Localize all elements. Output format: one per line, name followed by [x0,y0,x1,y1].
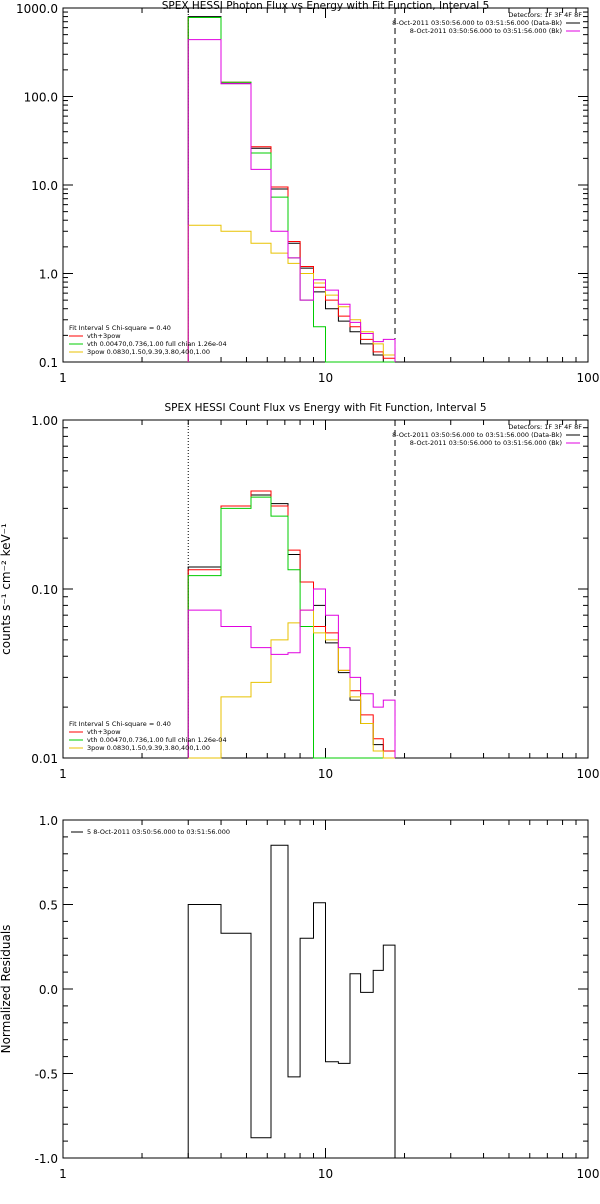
legend-entry: vth 0.00470,0.736,1.00 full chian 1.26e-… [87,736,227,744]
chart-title: SPEX HESSI Photon Flux vs Energy with Fi… [162,0,490,12]
legend-entry: vth 0.00470,0.736,1.00 full chian 1.26e-… [87,340,227,348]
x-tick-label: 1 [59,1167,67,1181]
detectors-label: Detectors: 1F 3F 4F 8F [508,423,582,431]
y-tick-label: -1.0 [35,1152,58,1166]
time-range-label: 8-Oct-2011 03:50:56.000 to 03:51:56.000 … [410,27,562,35]
series-1-line [187,494,396,758]
panel-2: SPEX HESSI Count Flux vs Energy with Fit… [0,402,599,781]
time-range-label: 8-Oct-2011 03:50:56.000 to 03:51:56.000 … [392,19,562,27]
legend-entry: 3pow 0.0830,1.50,9.39,3.80,400,1.00 [87,744,210,752]
legend-header: Fit Interval 5 Chi-square = 0.40 [69,324,171,332]
y-tick-label: 1.00 [31,414,58,428]
series-1-line [187,844,396,1158]
y-tick-label: 100.0 [24,91,58,105]
series-1-line [187,16,395,363]
x-tick-label: 10 [318,371,333,385]
legend-entry: vth+3pow [87,332,121,340]
legend-entry: 3pow 0.0830,1.50,9.39,3.80,400,1.00 [87,348,210,356]
y-tick-label: 1.0 [39,814,58,828]
chart-title: SPEX HESSI Count Flux vs Energy with Fit… [164,402,486,414]
x-tick-label: 10 [318,1167,333,1181]
y-tick-label: 0.01 [31,752,58,766]
y-tick-label: 0.1 [39,356,58,370]
y-tick-label: 0.10 [31,583,58,597]
x-tick-label: 1 [59,767,67,781]
time-range-label: 8-Oct-2011 03:50:56.000 to 03:51:56.000 … [392,431,562,439]
y-tick-label: -0.5 [35,1068,58,1082]
x-tick-label: 100 [577,767,600,781]
panel-1: SPEX HESSI Photon Flux vs Energy with Fi… [16,0,599,385]
x-tick-label: 100 [577,1167,600,1181]
y-tick-label: 10.0 [31,179,58,193]
panel-3: 1 10 100 1.0 0.5 0.0 -0.5 -1.0 Normalized Residu… [0,814,599,1181]
detectors-label: Detectors: 1F 3F 4F 8F [508,11,582,19]
legend-entry: 5 8-Oct-2011 03:50:56.000 to 03:51:56.00… [87,828,230,836]
y-axis-label: counts s⁻¹ cm⁻² keV⁻¹ [0,523,13,655]
time-range-label: 8-Oct-2011 03:50:56.000 to 03:51:56.000 … [410,439,562,447]
x-tick-label: 1 [59,371,67,385]
x-tick-label: 100 [577,371,600,385]
series-3-line [187,17,395,363]
legend-entry: vth+3pow [87,728,121,736]
series-5-line [187,39,396,362]
series-5-line [187,588,396,758]
legend-header: Fit Interval 5 Chi-square = 0.40 [69,720,171,728]
y-tick-label: 1000.0 [16,2,58,16]
y-tick-label: 0.5 [39,899,58,913]
x-tick-label: 10 [318,767,333,781]
series-3-line [187,496,395,759]
y-tick-label: 0.0 [39,983,58,997]
series-2-line [187,490,396,758]
series-4-line [188,609,395,759]
y-axis-label: Normalized Residuals [0,925,13,1054]
y-tick-label: 1.0 [39,268,58,282]
series-2-line [187,17,396,362]
